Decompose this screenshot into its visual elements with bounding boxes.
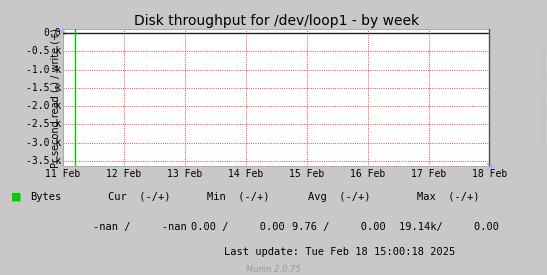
- Y-axis label: Pr second read (-) / write (+): Pr second read (-) / write (+): [50, 28, 60, 167]
- Text: 18 Feb: 18 Feb: [472, 169, 507, 179]
- Text: 15 Feb: 15 Feb: [289, 169, 324, 179]
- Text: Last update: Tue Feb 18 15:00:18 2025: Last update: Tue Feb 18 15:00:18 2025: [224, 247, 455, 257]
- Text: Munin 2.0.75: Munin 2.0.75: [246, 265, 301, 274]
- Text: -3.5 k: -3.5 k: [26, 156, 61, 166]
- Text: -0.5 k: -0.5 k: [26, 46, 61, 56]
- Text: Min  (-/+): Min (-/+): [207, 192, 269, 202]
- Text: Max  (-/+): Max (-/+): [417, 192, 480, 202]
- Title: Disk throughput for /dev/loop1 - by week: Disk throughput for /dev/loop1 - by week: [133, 14, 419, 28]
- Text: -2.0 k: -2.0 k: [26, 101, 61, 111]
- Text: 19.14k/     0.00: 19.14k/ 0.00: [399, 222, 498, 232]
- Text: RRDTOOL / TOBI OETIKER: RRDTOOL / TOBI OETIKER: [538, 50, 544, 143]
- Text: -nan /     -nan: -nan / -nan: [92, 222, 187, 232]
- Text: 0.0: 0.0: [43, 28, 61, 38]
- Text: -3.0 k: -3.0 k: [26, 138, 61, 148]
- Text: -1.5 k: -1.5 k: [26, 83, 61, 93]
- Text: 13 Feb: 13 Feb: [167, 169, 202, 179]
- Text: 16 Feb: 16 Feb: [350, 169, 385, 179]
- Text: 14 Feb: 14 Feb: [228, 169, 264, 179]
- Text: -1.0 k: -1.0 k: [26, 65, 61, 75]
- Text: 17 Feb: 17 Feb: [411, 169, 446, 179]
- Text: 9.76 /     0.00: 9.76 / 0.00: [292, 222, 386, 232]
- Text: Bytes: Bytes: [30, 192, 61, 202]
- Text: Avg  (-/+): Avg (-/+): [308, 192, 370, 202]
- Text: 0.00 /     0.00: 0.00 / 0.00: [191, 222, 285, 232]
- Text: 11 Feb: 11 Feb: [45, 169, 80, 179]
- Text: -2.5 k: -2.5 k: [26, 119, 61, 130]
- Text: 12 Feb: 12 Feb: [106, 169, 142, 179]
- Text: Cur  (-/+): Cur (-/+): [108, 192, 171, 202]
- Text: ■: ■: [11, 192, 21, 202]
